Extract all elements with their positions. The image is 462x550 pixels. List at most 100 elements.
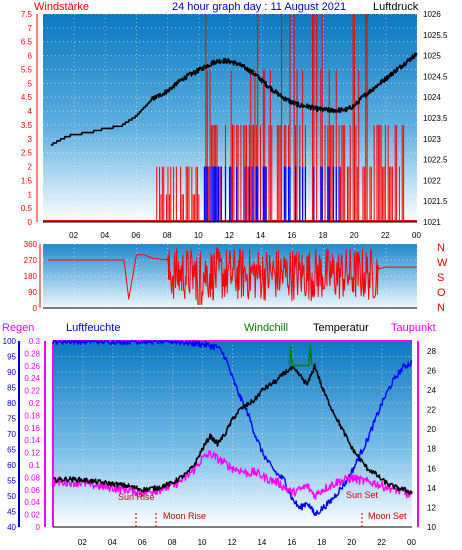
direction-letter: S [437, 272, 444, 284]
top-x-tick-label: 02 [69, 231, 78, 240]
pressure-tick-label: 1025 [423, 52, 441, 61]
top-x-tick-label: 20 [350, 231, 359, 240]
pressure-tick-label: 1022 [423, 176, 441, 185]
temperature-tick-label: 24 [427, 386, 436, 395]
bot-x-tick-label: 06 [138, 538, 147, 547]
wind-tick-label: 6 [28, 52, 33, 61]
sun-rise-label: Sun Rise [118, 492, 155, 502]
pressure-tick-label: 1023.5 [423, 114, 448, 123]
rain-tick-label: 0.18 [24, 411, 40, 420]
bot-x-tick-label: 18 [317, 538, 326, 547]
top-x-tick-label: 12 [225, 231, 234, 240]
humidity-tick-label: 85 [7, 384, 16, 393]
wind-tick-label: 0.5 [21, 204, 33, 213]
bot-x-tick-label: 20 [347, 538, 356, 547]
wind-tick-label: 1 [28, 190, 33, 199]
wind-axis-title: Windstärke [34, 1, 89, 13]
wind-tick-label: 5.5 [21, 65, 33, 74]
humidity-tick-label: 90 [7, 368, 16, 377]
pressure-line [50, 52, 418, 146]
chart-title: 24 hour graph day : 11 August 2021 [172, 1, 346, 13]
humidity-tick-label: 80 [7, 399, 16, 408]
direction-letter: N [437, 242, 445, 254]
humidity-tick-label: 45 [7, 508, 16, 517]
wind-tick-label: 5 [28, 79, 33, 88]
wind-tick-label: 2 [28, 163, 33, 172]
wind-tick-label: 6.5 [21, 38, 33, 47]
bot-x-tick-label: 12 [228, 538, 237, 547]
rain-tick-label: 0.14 [24, 436, 40, 445]
rain-tick-label: 0.1 [29, 461, 41, 470]
moon-set-label: Moon Set [368, 511, 407, 521]
temperature-tick-label: 20 [427, 425, 436, 434]
humidity-tick-label: 75 [7, 415, 16, 424]
pressure-tick-label: 1022.5 [423, 156, 448, 165]
humidity-tick-label: 50 [7, 492, 16, 501]
climate-axes: 02 04 06 08 10 12 14 16 18 20 22 00 40 45 50 55 60 65 70 75… [3, 337, 437, 547]
temperature-tick-label: 28 [427, 347, 436, 356]
wind-tick-label: 3.5 [21, 121, 33, 130]
rain-tick-label: 0.04 [24, 498, 40, 507]
wind-direction-axes: 0 90 180 270 360 [24, 240, 417, 313]
rain-tick-label: 0.12 [24, 449, 40, 458]
rain-tick-label: 0.26 [24, 362, 40, 371]
humidity-tick-label: 95 [7, 353, 16, 362]
direction-tick-label: 90 [28, 288, 37, 297]
dewpoint-title: Taupunkt [391, 322, 436, 334]
top-x-tick-label: 10 [194, 231, 203, 240]
moon-rise-label: Moon Rise [163, 511, 206, 521]
wind-tick-label: 7.5 [21, 10, 33, 19]
rain-tick-label: 0.02 [24, 511, 40, 520]
sun-set-label: Sun Set [346, 490, 379, 500]
bot-x-tick-label: 02 [78, 538, 87, 547]
pressure-tick-label: 1021 [423, 218, 441, 227]
rain-tick-label: 0.24 [24, 374, 40, 383]
wind-tick-label: 1.5 [21, 176, 33, 185]
direction-tick-label: 180 [24, 272, 38, 281]
pressure-tick-label: 1021.5 [423, 197, 448, 206]
humidity-tick-label: 100 [3, 337, 17, 346]
bot-x-tick-label: 16 [287, 538, 296, 547]
direction-letter: N [437, 302, 445, 314]
humidity-tick-label: 40 [7, 523, 16, 532]
temperature-line [52, 363, 413, 495]
top-x-tick-label: 08 [163, 231, 172, 240]
wind-tick-label: 4.5 [21, 93, 33, 102]
top-x-tick-label: 16 [287, 231, 296, 240]
wind-tick-label: 0 [28, 218, 33, 227]
direction-letter: O [437, 287, 446, 299]
wind-tick-label: 3 [28, 135, 33, 144]
top-x-tick-label: 22 [381, 231, 390, 240]
temperature-tick-label: 22 [427, 406, 436, 415]
top-x-tick-label: 18 [319, 231, 328, 240]
wind-tick-label: 4 [28, 107, 33, 116]
rain-tick-label: 0.06 [24, 486, 40, 495]
direction-tick-label: 270 [24, 256, 38, 265]
temperature-tick-label: 10 [427, 523, 436, 532]
direction-tick-label: 0 [33, 304, 38, 313]
bot-x-tick-label: 10 [198, 538, 207, 547]
wind-bars [43, 14, 417, 222]
rain-tick-label: 0.22 [24, 387, 40, 396]
wind-tick-label: 7 [28, 24, 33, 33]
dewpoint-line [52, 449, 413, 501]
temperature-title: Temperatur [313, 322, 369, 334]
rain-axis-title: Regen [2, 322, 34, 334]
bot-x-tick-label: 04 [108, 538, 117, 547]
rain-tick-label: 0.2 [29, 399, 41, 408]
wind-pressure-axes: 02 04 06 08 10 12 14 16 18 20 22 0000.511.522.533.5… [21, 10, 448, 240]
direction-tick-label: 360 [24, 240, 38, 249]
humidity-line [52, 340, 413, 516]
humidity-tick-label: 55 [7, 477, 16, 486]
climate-grid [53, 340, 413, 528]
bot-x-tick-label: 22 [377, 538, 386, 547]
top-x-tick-label: 14 [256, 231, 265, 240]
humidity-tick-label: 65 [7, 446, 16, 455]
bot-x-tick-label: 08 [168, 538, 177, 547]
pressure-tick-label: 1024 [423, 93, 441, 102]
rain-tick-label: 0.28 [24, 349, 40, 358]
wind-direction-line [47, 247, 417, 305]
wind-direction-line-group [47, 247, 417, 305]
